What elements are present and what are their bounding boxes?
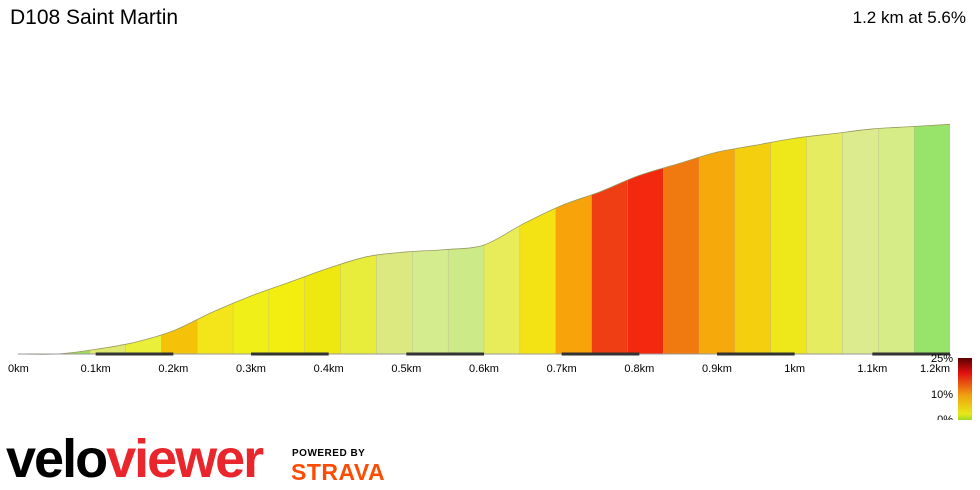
elevation-outline (17, 123, 951, 355)
gradient-segment (412, 124, 449, 355)
x-tick-label: 1.1km (857, 363, 887, 375)
gradient-segment (734, 124, 772, 355)
x-tick-label: 0.1km (81, 363, 111, 375)
gradient-scale-bar (958, 358, 972, 420)
baseline-marker (561, 352, 640, 356)
x-tick-label: 0.2km (158, 363, 188, 375)
gradient-segment (161, 124, 199, 355)
veloviewer-logo: veloviewer (6, 429, 264, 489)
gradient-segment (698, 124, 736, 355)
gradient-segment (555, 124, 593, 355)
x-tick-label: 0.8km (624, 363, 654, 375)
x-tick-label: 0km (8, 363, 29, 375)
distance-baseline (18, 352, 950, 356)
baseline-marker (872, 352, 950, 356)
gradient-segment (18, 124, 55, 355)
gradient-scale-legend: 25%10%0%-10%-25% (931, 353, 972, 420)
x-tick-label: 0.3km (236, 363, 266, 375)
gradient-segment (842, 124, 880, 355)
gradient-segment (447, 124, 485, 355)
gradient-segment (232, 124, 270, 355)
baseline-marker (95, 352, 174, 356)
gradient-segment (304, 124, 342, 355)
gradient-segment (770, 124, 808, 355)
gradient-segment (125, 124, 163, 355)
page-title: D108 Saint Martin (10, 6, 179, 29)
gradient-segment (53, 124, 91, 355)
gradient-segment (663, 124, 700, 355)
gradient-segment (591, 124, 629, 355)
gradient-scale-label: 25% (931, 353, 953, 365)
gradient-segment (197, 124, 234, 355)
climb-summary: 1.2 km at 5.6% (852, 8, 966, 27)
gradient-segment (340, 124, 378, 355)
x-tick-label: 0.4km (314, 363, 344, 375)
baseline-marker (406, 352, 484, 356)
gradient-segment (913, 124, 950, 355)
gradient-segment (268, 124, 306, 355)
gradient-segment (878, 124, 915, 355)
elevation-profile-chart: 0km 0.1km 0.2km 0.3km 0.4km 0.5km 0.6km 0.7km 0.… (8, 123, 972, 420)
strava-logo: STRAVA (291, 459, 386, 485)
gradient-segment (627, 124, 665, 355)
gradient-scale-label: 10% (931, 389, 953, 401)
baseline-marker (251, 352, 329, 356)
x-tick-label: 0.6km (469, 363, 499, 375)
gradient-segment (483, 124, 521, 355)
x-tick-label: 0.7km (547, 363, 577, 375)
x-tick-label: 1.2km (920, 363, 950, 375)
baseline-marker (717, 352, 795, 356)
gradient-segment (376, 124, 414, 355)
x-tick-label: 1km (784, 363, 805, 375)
x-tick-label: 0.5km (391, 363, 421, 375)
gradient-segment (89, 124, 127, 355)
x-tick-label: 0.9km (702, 363, 732, 375)
gradient-segment (806, 124, 844, 355)
powered-by-label: POWERED BY (292, 448, 366, 459)
gradient-scale-label: 0% (937, 414, 953, 420)
gradient-segment (519, 124, 557, 355)
